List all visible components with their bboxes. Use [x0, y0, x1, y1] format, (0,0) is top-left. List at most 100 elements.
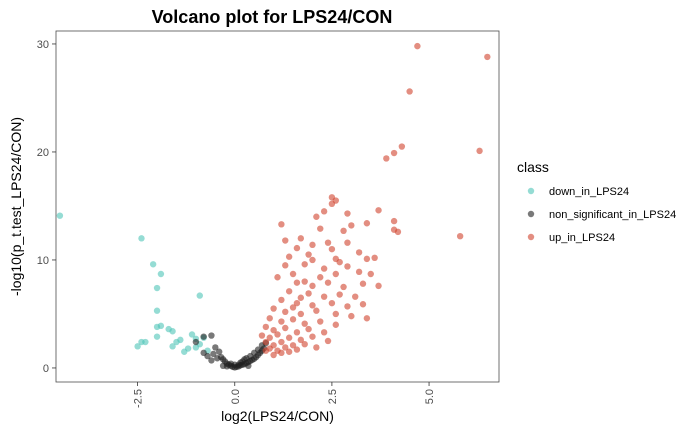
data-point	[212, 344, 219, 351]
data-point	[344, 239, 351, 246]
data-point	[208, 332, 215, 339]
legend: class down_in_LPS24 non_significant_in_LP…	[517, 159, 676, 244]
x-axis-title: log2(LPS24/CON)	[221, 408, 334, 424]
legend-label: non_significant_in_LPS24	[549, 209, 676, 221]
x-tick-label: 2.5	[327, 389, 339, 404]
data-point	[332, 321, 339, 328]
legend-item: up_in_LPS24	[527, 232, 615, 244]
data-point	[371, 254, 378, 261]
data-point	[324, 279, 332, 286]
data-point	[332, 310, 339, 318]
legend-items: down_in_LPS24 non_significant_in_LPS24 up_…	[527, 186, 676, 244]
data-point	[297, 310, 305, 318]
data-point	[282, 262, 289, 269]
data-point	[214, 355, 221, 362]
data-point	[293, 329, 301, 336]
data-point	[278, 318, 285, 325]
legend-label: up_in_LPS24	[549, 232, 615, 244]
data-point	[208, 357, 215, 364]
data-point	[313, 344, 320, 351]
y-tick-label: 30	[37, 39, 49, 51]
legend-item: non_significant_in_LPS24	[527, 209, 676, 221]
data-point	[363, 255, 371, 263]
data-point	[293, 346, 301, 353]
data-point	[282, 237, 289, 244]
x-tick-label: 0.0	[230, 389, 242, 404]
data-point	[153, 333, 161, 340]
data-point	[270, 351, 277, 359]
series-up_in_LPS24	[258, 42, 491, 359]
data-point	[328, 245, 336, 253]
data-point	[406, 88, 413, 95]
data-point	[285, 334, 293, 341]
data-point	[476, 147, 483, 155]
data-point	[313, 307, 320, 314]
data-point	[324, 239, 332, 246]
data-point	[289, 304, 297, 311]
data-point	[231, 361, 238, 368]
legend-label: down_in_LPS24	[549, 186, 629, 198]
data-point	[266, 334, 273, 341]
y-tick-label: 0	[43, 363, 49, 375]
legend-title: class	[517, 159, 549, 175]
data-point	[390, 217, 398, 225]
data-point	[192, 338, 200, 346]
data-point	[169, 343, 176, 350]
data-point	[317, 274, 324, 281]
data-point	[134, 343, 141, 350]
data-point	[258, 332, 266, 339]
data-point	[210, 350, 217, 358]
data-point	[270, 326, 277, 334]
data-point	[157, 322, 165, 330]
data-point	[305, 290, 312, 297]
data-point	[289, 316, 297, 323]
data-point	[153, 307, 161, 314]
data-point	[200, 349, 207, 357]
data-point	[390, 226, 398, 233]
data-point	[278, 349, 285, 357]
data-point	[344, 210, 351, 217]
data-point	[157, 270, 165, 278]
data-point	[293, 244, 301, 252]
data-point	[317, 225, 324, 232]
data-point	[375, 282, 382, 290]
data-point	[390, 149, 398, 157]
data-point	[266, 315, 273, 322]
data-point	[328, 200, 336, 207]
data-point	[262, 323, 270, 331]
data-point	[274, 331, 281, 338]
data-point	[274, 274, 281, 281]
data-point	[254, 346, 262, 353]
data-point	[336, 258, 343, 266]
data-point	[285, 348, 293, 355]
data-point	[177, 336, 184, 344]
data-point	[317, 318, 324, 325]
legend-item: down_in_LPS24	[527, 186, 629, 198]
data-point	[192, 344, 200, 351]
data-point	[344, 303, 351, 310]
data-point	[293, 299, 301, 307]
data-point	[367, 270, 374, 278]
data-point	[282, 324, 289, 332]
data-point	[293, 279, 301, 286]
data-point	[363, 220, 371, 227]
data-point	[149, 261, 157, 268]
data-point	[414, 42, 421, 50]
legend-key	[527, 210, 535, 218]
data-point	[219, 362, 227, 369]
data-point	[348, 312, 355, 320]
data-point	[359, 280, 367, 287]
data-point	[383, 155, 390, 162]
data-point	[320, 293, 328, 300]
data-point	[301, 320, 308, 327]
y-tick-label: 10	[37, 255, 49, 267]
data-point	[165, 325, 172, 333]
data-point	[328, 299, 336, 307]
data-point	[262, 347, 270, 354]
data-point	[301, 278, 308, 285]
data-point	[320, 265, 328, 272]
data-point	[320, 208, 328, 215]
data-point	[297, 294, 305, 301]
data-point	[200, 333, 207, 340]
data-point	[56, 212, 64, 219]
